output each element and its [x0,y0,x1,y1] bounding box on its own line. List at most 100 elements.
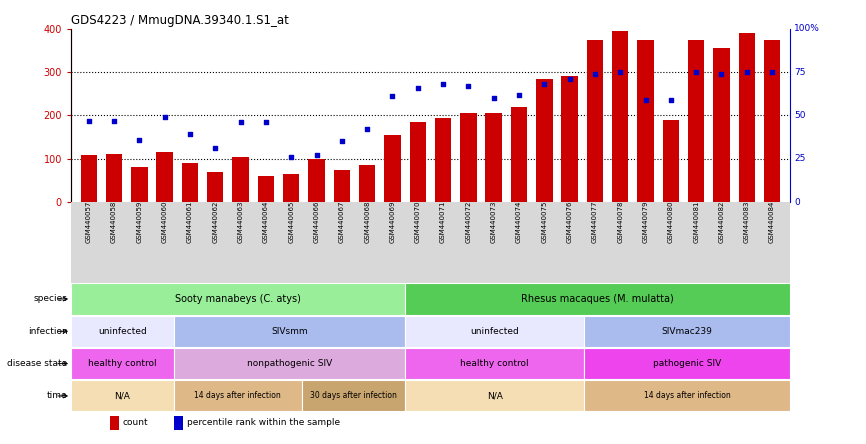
Text: percentile rank within the sample: percentile rank within the sample [186,418,339,427]
Point [714,70,728,77]
Bar [688,40,704,202]
Bar [637,40,654,202]
Bar [585,316,790,347]
Text: count: count [122,418,148,427]
Point [259,119,273,126]
Bar [71,283,404,314]
Bar [561,76,578,202]
Text: healthy control: healthy control [460,359,529,368]
Bar [131,167,147,202]
Bar [486,113,502,202]
Point [284,154,298,161]
Bar [174,316,404,347]
Point [538,81,552,88]
Text: uninfected: uninfected [98,327,146,336]
Point [132,136,146,143]
Bar [586,40,603,202]
Bar [739,33,755,202]
Text: 14 days after infection: 14 days after infection [643,392,731,400]
Text: N/A: N/A [487,392,502,400]
Bar [764,40,780,202]
Bar [585,348,790,379]
Bar [174,348,404,379]
Text: SIVsmm: SIVsmm [271,327,307,336]
Text: 0: 0 [794,198,800,206]
Text: infection: infection [28,327,68,336]
Point [638,96,652,103]
Bar [404,283,790,314]
Bar [662,120,679,202]
Bar [404,316,585,347]
Point [81,117,95,124]
Bar [258,176,275,202]
Point [385,93,399,100]
Bar [359,165,375,202]
Text: disease state: disease state [7,359,68,368]
Text: pathogenic SIV: pathogenic SIV [653,359,721,368]
Point [689,68,703,75]
Text: species: species [34,294,68,304]
Bar [460,113,476,202]
Bar [410,122,426,202]
Bar [71,348,174,379]
Text: time: time [47,392,68,400]
Text: 50: 50 [794,111,805,120]
Bar [157,152,173,202]
Text: N/A: N/A [114,392,130,400]
Bar [106,155,122,202]
Bar [207,172,223,202]
Bar [174,381,302,412]
Text: nonpathogenic SIV: nonpathogenic SIV [247,359,332,368]
Text: SIVmac239: SIVmac239 [662,327,713,336]
Bar [333,170,350,202]
Bar [536,79,553,202]
Bar [612,31,629,202]
Text: healthy control: healthy control [88,359,157,368]
Text: 25: 25 [794,154,805,163]
Text: GDS4223 / MmugDNA.39340.1.S1_at: GDS4223 / MmugDNA.39340.1.S1_at [71,14,289,27]
Text: uninfected: uninfected [470,327,519,336]
Point [487,95,501,102]
Bar [385,135,401,202]
Bar [174,416,183,430]
Bar [404,381,585,412]
Point [664,96,678,103]
Point [107,117,121,124]
Bar [232,157,249,202]
Point [309,152,323,159]
Bar [714,48,730,202]
Point [588,70,602,77]
Bar [71,316,174,347]
Text: 30 days after infection: 30 days after infection [310,392,397,400]
Bar [308,159,325,202]
Bar [585,381,790,412]
Point [613,68,627,75]
Bar [283,174,300,202]
Point [335,138,349,145]
Point [158,114,171,121]
Bar [302,381,404,412]
Bar [182,163,198,202]
Bar [81,155,97,202]
Text: 14 days after infection: 14 days after infection [195,392,281,400]
Point [436,81,450,88]
Point [410,84,424,91]
Point [209,145,223,152]
Bar [404,348,585,379]
Text: Rhesus macaques (M. mulatta): Rhesus macaques (M. mulatta) [520,294,674,304]
Point [740,68,753,75]
Point [563,75,577,83]
Point [234,119,248,126]
Point [462,83,475,90]
Point [360,126,374,133]
Bar [71,381,174,412]
Bar [511,107,527,202]
Bar [435,118,451,202]
Point [183,131,197,138]
Point [512,91,526,98]
Point [766,68,779,75]
Bar [109,416,119,430]
Text: Sooty manabeys (C. atys): Sooty manabeys (C. atys) [175,294,301,304]
Text: 75: 75 [794,67,805,77]
Text: 100%: 100% [794,24,820,33]
